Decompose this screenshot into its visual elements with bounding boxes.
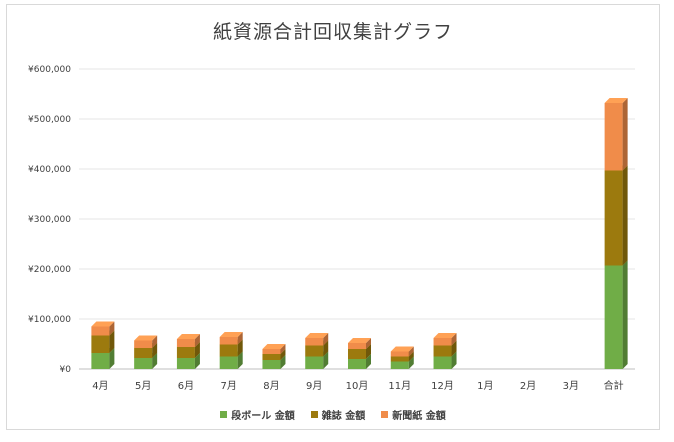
x-tick-label: 3月 [563, 380, 579, 392]
bar-segment [604, 98, 628, 171]
y-tick-label: ¥0 [60, 365, 72, 375]
bar-segment [305, 333, 329, 346]
bar-segment [604, 165, 628, 266]
legend-item: 段ボール 金額 [220, 407, 295, 422]
chart-legend: 段ボール 金額 雑誌 金額 新聞紙 金額 [7, 407, 659, 422]
x-tick-label: 6月 [178, 380, 194, 392]
bar-segment [348, 338, 371, 349]
x-tick-label: 4月 [92, 380, 108, 392]
y-tick-label: ¥300,000 [28, 215, 71, 225]
bar-segment [219, 332, 243, 345]
chart-frame: 紙資源合計回収集計グラフ ¥0 ¥100,000 ¥200,000 ¥300,000 ¥… [6, 4, 660, 430]
x-tick-label: 10月 [346, 380, 369, 392]
x-tick-label: 5月 [135, 380, 151, 392]
bar-segment [433, 333, 457, 346]
bar-segment [604, 260, 628, 369]
legend-label: 新聞紙 金額 [392, 411, 446, 422]
y-tick-label: ¥100,000 [28, 315, 71, 325]
legend-label: 雑誌 金額 [321, 411, 366, 422]
legend-label: 段ボール 金額 [231, 411, 295, 422]
legend-item: 雑誌 金額 [310, 407, 366, 422]
bar-segment [134, 335, 158, 348]
bar-segment [91, 321, 115, 336]
x-tick-label: 1月 [477, 380, 493, 392]
legend-swatch [310, 411, 318, 418]
y-tick-label: ¥400,000 [28, 165, 71, 175]
bar-segment [176, 334, 200, 347]
bar-segment [262, 344, 286, 354]
x-tick-label: 7月 [221, 380, 237, 392]
x-tick-label: 11月 [388, 380, 411, 392]
legend-swatch [381, 411, 389, 418]
x-tick-label: 12月 [431, 380, 454, 392]
legend-swatch [220, 411, 228, 418]
chart-title: 紙資源合計回収集計グラフ [212, 21, 453, 43]
bar-segment [390, 346, 414, 357]
legend-item: 新聞紙 金額 [381, 407, 446, 422]
x-tick-label: 8月 [263, 380, 279, 392]
x-tick-label: 合計 [604, 379, 624, 392]
x-tick-label: 2月 [520, 380, 536, 392]
y-tick-label: ¥200,000 [28, 265, 71, 275]
y-tick-label: ¥600,000 [28, 65, 71, 75]
x-tick-label: 9月 [306, 380, 322, 392]
chart-plot: ¥0 ¥100,000 ¥200,000 ¥300,000 ¥400,000 ¥500,0… [28, 65, 635, 392]
y-tick-label: ¥500,000 [28, 115, 71, 125]
